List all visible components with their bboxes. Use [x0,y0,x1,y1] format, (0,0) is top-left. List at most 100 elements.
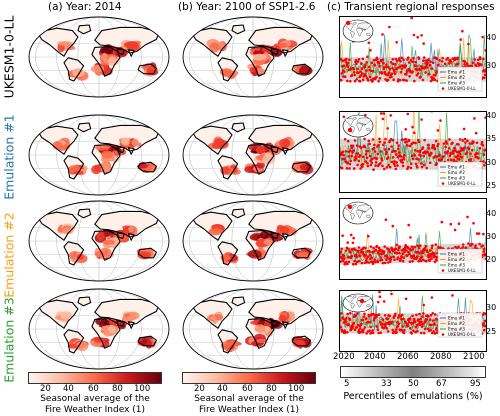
legend-box [437,66,483,92]
ukesm-data-point [436,144,439,148]
ukesm-data-point [428,161,432,164]
map-border [182,16,324,98]
fire-index-patch [299,252,308,258]
fire-index-patch [254,324,266,333]
ukesm-data-point [356,60,360,63]
ukesm-data-point [379,320,382,324]
ukesm-data-point [448,154,452,157]
ukesm-data-point [412,254,416,258]
ukesm-data-point [438,59,441,62]
graticule-line [189,201,317,281]
ukesm-data-point [368,142,371,146]
ukesm-data-point [402,158,406,161]
ukesm-data-point [347,155,350,158]
ukesm-data-point [401,325,404,328]
coastline [245,230,275,261]
ukesm-data-point [419,162,423,165]
ukesm-data-point [344,249,348,252]
ukesm-data-point [386,78,390,82]
ukesm-data-point [381,164,384,168]
graticule-line [35,17,163,97]
ukesm-data-point [378,137,381,141]
coastline [137,247,157,259]
ukesm-data-point [364,153,368,156]
ukesm-data-point [422,154,425,158]
ukesm-data-point [435,327,438,330]
coastline [245,46,275,77]
coastline [94,124,160,152]
ukesm-data-point [346,241,349,244]
ukesm-data-point [370,157,374,161]
ukesm-data-point [443,62,447,65]
ukesm-data-point [395,41,398,44]
legend-swatch [441,269,445,272]
ukesm-data-point [484,324,486,328]
ukesm-data-point [391,62,395,66]
ukesm-data-point [402,58,405,62]
ukesm-data-point [433,252,436,255]
ukesm-data-point [387,65,390,69]
ukesm-data-point [348,167,351,170]
ukesm-data-point [379,150,383,153]
ukesm-data-point [367,234,370,238]
fire-index-patch [100,46,111,55]
ukesm-data-point [413,320,417,324]
inset-coastline [366,127,371,131]
map-border [28,288,170,370]
ukesm-data-point [345,167,349,170]
colorbar-tick: 80 [112,384,123,394]
fire-index-patch [123,313,131,318]
ukesm-data-point [448,138,451,141]
ukesm-data-point [387,71,391,74]
inset-map [342,293,374,313]
ukesm-data-point [366,161,369,165]
y-tick-label: 30 [486,60,497,70]
ukesm-data-point [406,324,410,328]
coastline [116,146,125,154]
ukesm-data-point [349,67,352,70]
ukesm-data-point [421,315,424,318]
ukesm-data-point [354,157,358,160]
ukesm-data-point [390,75,393,78]
ukesm-data-point [398,245,401,248]
ukesm-data-point [471,242,474,246]
colorbar-tick: 60 [88,384,99,394]
ukesm-data-point [365,61,368,64]
inset-map [342,201,374,225]
legend-label: Emu #3 [448,327,465,332]
ukesm-data-point [391,224,395,228]
ukesm-data-point [410,17,413,20]
coastline [77,24,92,35]
ukesm-data-point [343,75,347,78]
ukesm-data-point [369,69,373,73]
ukesm-data-point [383,141,386,144]
fire-index-patch [93,337,107,343]
fire-index-patch [211,141,223,150]
ukesm-data-point [352,167,356,170]
land-area [64,57,84,81]
colorbar-tick: 100 [134,384,151,394]
fire-index-patch [293,64,300,72]
ukesm-data-point [402,317,405,321]
map-2014-ukesm [28,16,170,98]
ukesm-data-point [420,255,424,258]
ukesm-data-point [449,60,453,64]
fire-index-patch [146,65,158,75]
ukesm-data-point [419,75,422,79]
ukesm-data-point [372,146,376,150]
ukesm-data-point [478,242,481,246]
ukesm-data-point [424,245,428,248]
ukesm-data-point [471,61,475,65]
inset-coastline [356,22,372,31]
ukesm-data-point [340,78,343,82]
legend-swatch [441,87,445,90]
ukesm-data-point [483,76,486,79]
ukesm-data-point [399,59,402,63]
ukesm-data-point [422,163,426,167]
ukesm-data-point [419,154,422,157]
ukesm-data-point [429,60,432,63]
coastline [63,57,85,82]
ukesm-data-point [344,320,348,323]
ukesm-data-point [430,296,434,299]
ukesm-data-point [410,154,414,158]
